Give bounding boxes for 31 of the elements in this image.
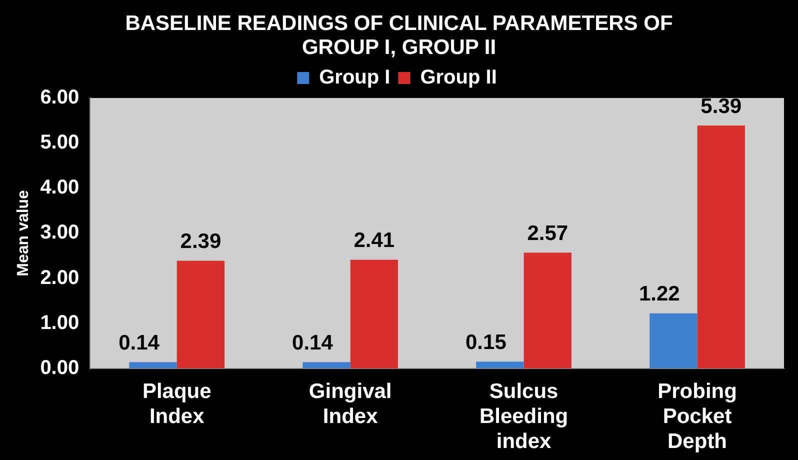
bar (697, 125, 745, 368)
x-tick-label: Plaque Index (142, 380, 212, 428)
chart-title: BASELINE READINGS OF CLINICAL PARAMETERS OF GROUP I, GROUP II (124, 11, 674, 60)
legend-label: Group II (420, 66, 497, 89)
y-tick-label: 1.00 (40, 312, 80, 334)
bar (650, 313, 698, 368)
data-label: 0.14 (118, 331, 160, 354)
x-tick-label: Sulcus Bleeding index (479, 380, 568, 454)
data-label: 0.14 (292, 331, 334, 354)
y-tick-label: 0.00 (40, 356, 80, 379)
x-tick-label: Gingival Index (308, 380, 392, 428)
data-label: 2.41 (354, 229, 395, 252)
legend-label: Group I (319, 66, 390, 89)
y-tick-label: 5.00 (40, 132, 80, 154)
y-tick-label: 3.00 (40, 222, 80, 244)
y-tick-label: 4.00 (40, 176, 80, 199)
y-tick-label: 6.00 (40, 86, 80, 109)
bar (129, 362, 177, 368)
data-label: 5.39 (700, 94, 742, 118)
bar (476, 362, 524, 368)
bar (524, 252, 572, 368)
bar (176, 260, 225, 368)
y-axis-title: Mean value (15, 190, 32, 276)
data-label: 2.57 (527, 222, 568, 245)
bar (302, 362, 350, 368)
data-label: 1.22 (638, 282, 680, 306)
bar (350, 260, 398, 368)
y-tick-label: 2.00 (40, 266, 80, 289)
data-label: 2.39 (180, 230, 222, 253)
data-label: 0.15 (466, 330, 507, 354)
x-tick-label: Probing Pocket Depth (658, 380, 737, 454)
